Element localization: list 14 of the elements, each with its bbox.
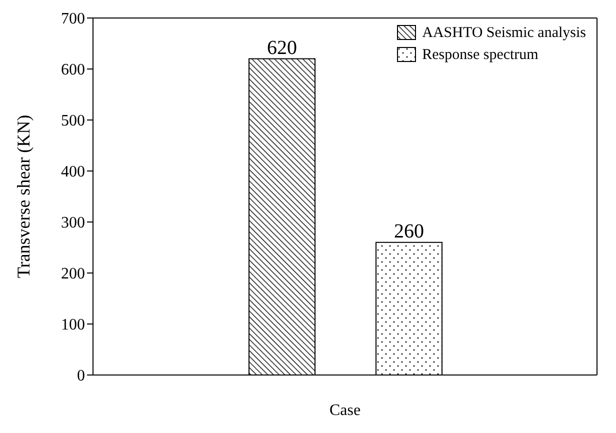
legend-label: AASHTO Seismic analysis xyxy=(422,24,586,43)
y-tick-label: 200 xyxy=(61,266,85,283)
y-tick-label: 600 xyxy=(61,62,85,79)
x-axis-title: Case xyxy=(329,402,361,419)
data-label: 620 xyxy=(267,36,297,59)
y-tick-label: 500 xyxy=(61,112,85,130)
y-tick-label: 300 xyxy=(61,214,85,232)
y-tick-label: 400 xyxy=(61,164,85,181)
y-tick-label: 100 xyxy=(61,316,85,334)
data-label: 260 xyxy=(394,220,424,242)
legend-label: Response spectrum xyxy=(422,46,538,65)
y-tick-label: 700 xyxy=(61,10,85,28)
y-axis-title: Transverse shear (KN) xyxy=(13,114,34,278)
y-tick-label: 0 xyxy=(77,368,85,385)
